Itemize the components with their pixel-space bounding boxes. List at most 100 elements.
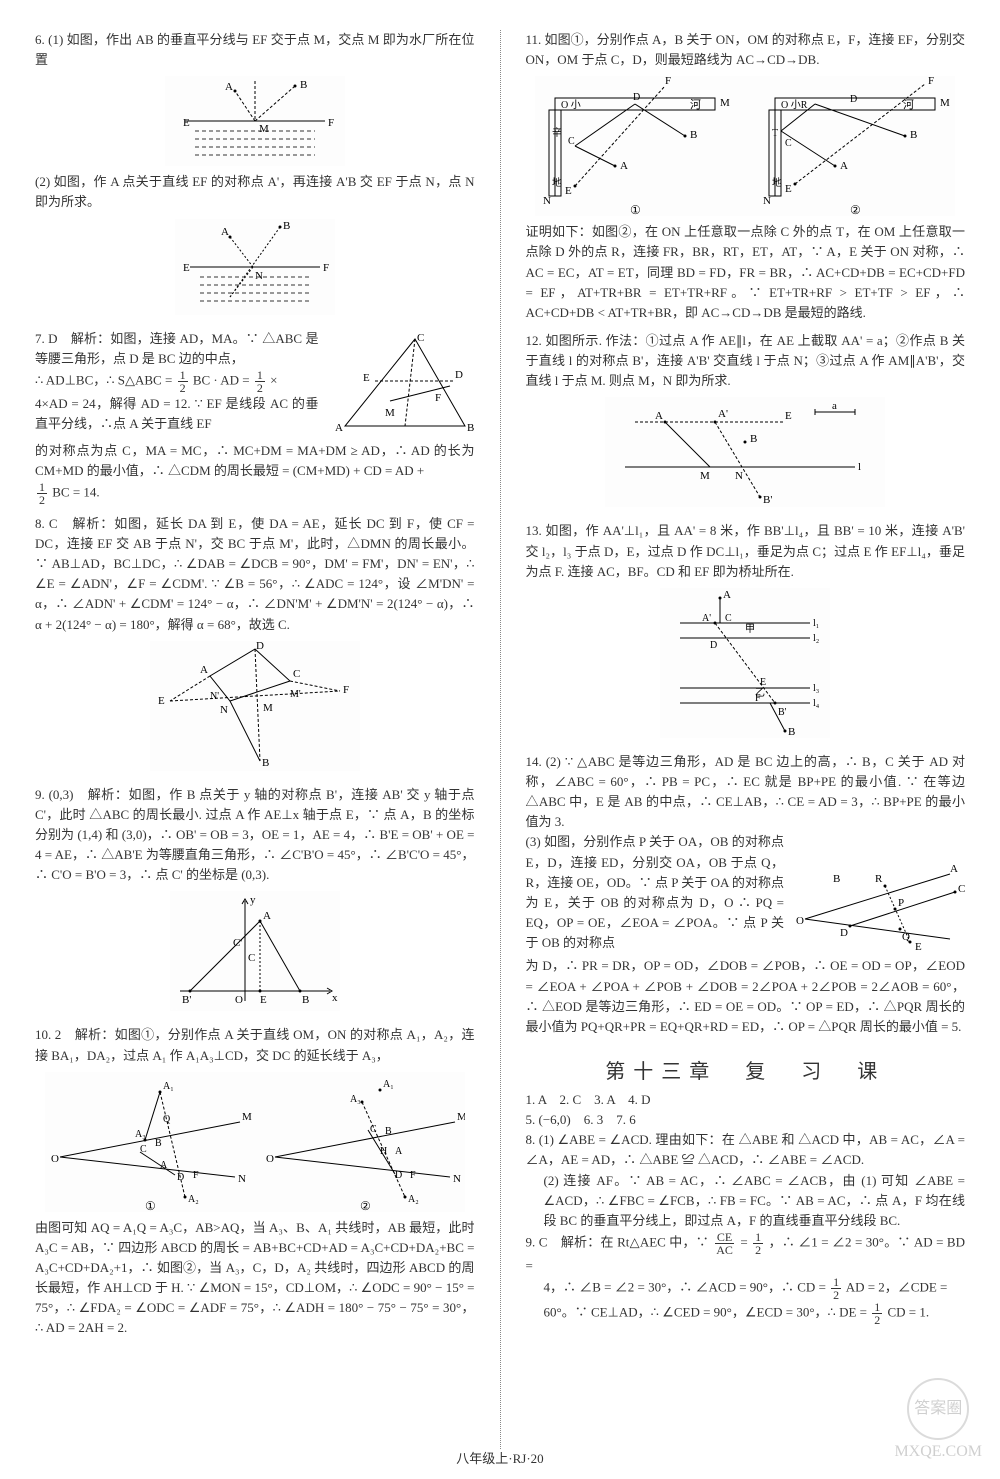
svg-text:N: N [238,1173,246,1185]
p9b-f: 60°。∵ CE⊥AD，∴ ∠CED = 90°，∠ECD = 30°，∴ DE… [544,1305,871,1320]
p9a: 9. (0,3) 解析：如图，作 B 点关于 y 轴的对称点 B'，连接 AB'… [35,785,475,886]
fig-13: l₁ l₂ l₃ l₄ A A' C 甲 B B' F E 乙 D [660,588,830,738]
fig-11: O 小河 M 辛 地 N A B E F [535,76,955,216]
fig-6-1: EF A B M [165,76,345,166]
svg-text:F: F [323,262,329,274]
svg-text:M': M' [290,689,301,700]
svg-text:B: B [302,994,309,1006]
svg-text:A': A' [702,613,711,624]
svg-text:Q: Q [163,1114,171,1125]
problem-10: 10. 2 解析：如图①，分别作点 A 关于直线 OM，ON 的对称点 A₁，A… [35,1025,475,1338]
svg-text:F: F [665,76,671,87]
p7f: 的对称点为点 C，MA = MC，∴ MC+DM = MA+DM ≥ AD，∴ … [35,441,475,481]
svg-text:E: E [260,994,267,1006]
svg-text:O: O [266,1153,274,1165]
svg-text:D: D [256,641,264,652]
page-footer: 八年级上·RJ·20 [0,1448,1000,1467]
svg-text:A: A [620,160,628,172]
p7b: ∴ AD⊥BC，∴ S△ABC = [35,372,176,387]
p9b-line1: 9. C 解析：在 Rt△AEC 中，∵ CEAC = 12 ，∴ ∠1 = ∠… [526,1231,966,1276]
svg-text:P: P [898,897,904,909]
svg-text:F: F [193,1170,199,1181]
svg-text:A: A [395,1146,403,1157]
fig-14: O AB P R Q E C D [790,834,965,954]
svg-text:O: O [796,915,804,927]
ans-line2: 5. (−6,0) 6. 3 7. 6 [526,1110,966,1130]
svg-text:甲: 甲 [745,624,755,635]
svg-text:D: D [395,1170,402,1181]
svg-text:地: 地 [772,176,782,189]
svg-text:M: M [700,470,710,482]
svg-text:A₃: A₃ [135,1129,146,1140]
frac-half-5: 12 [831,1276,841,1301]
p10b: 由图可知 AQ = A₁Q = A₃C，AB>AQ，当 A₃、B、A₁ 共线时，… [35,1218,475,1339]
problem-7: C AB ED MF 7. D 解析：如图，连接 AD，MA。∵ △ABC 是等… [35,329,475,506]
svg-text:l: l [858,461,861,473]
svg-text:M: M [259,123,269,135]
frac-half-3: 12 [37,481,47,506]
svg-text:F: F [328,117,334,129]
p10a: 10. 2 解析：如图①，分别作点 A 关于直线 OM，ON 的对称点 A₁，A… [35,1025,475,1065]
svg-text:E: E [785,410,792,422]
svg-text:乙: 乙 [755,687,765,699]
svg-text:D: D [840,927,848,939]
p8c: (2) 连接 AF。∵ AB = AC，∴ ∠ABC = ∠ACB，由 (1) … [526,1171,966,1231]
svg-text:C: C [140,1144,147,1155]
right-column: 11. 如图①，分别作点 A，B 关于 ON，OM 的对称点 E，F，连接 EF… [526,30,966,1449]
svg-text:C: C [370,1124,377,1135]
svg-text:l₂: l₂ [813,633,819,644]
svg-text:A: A [655,410,663,422]
svg-text:N: N [735,470,743,482]
svg-text:A: A [225,81,233,93]
svg-text:O: O [51,1153,59,1165]
svg-text:A: A [840,160,848,172]
svg-text:N': N' [210,691,219,702]
svg-text:D: D [633,92,640,103]
svg-text:B': B' [778,707,787,718]
frac-half-1: 12 [178,369,188,394]
frac-half-2: 12 [255,369,265,394]
p13a: 13. 如图，作 AA'⊥l₁，且 AA' = 8 米，作 BB'⊥l₄，且 B… [526,521,966,581]
svg-text:F: F [343,684,349,696]
svg-text:x: x [332,992,338,1004]
svg-text:C: C [293,668,300,680]
svg-text:M: M [457,1111,465,1123]
svg-text:N: N [763,195,771,207]
svg-text:l₁: l₁ [813,618,819,629]
page: 6. (1) 如图，作出 AB 的垂直平分线与 EF 交于点 M，交点 M 即为… [35,30,965,1449]
svg-text:A₂: A₂ [408,1194,419,1205]
fig10-label-2: ② [360,1199,371,1212]
p9b-d: 4，∴ ∠B = ∠2 = 30°，∴ ∠ACD = 90°，∴ CD = [544,1280,830,1295]
svg-text:C: C [248,952,255,964]
svg-text:B: B [467,422,474,434]
svg-text:A: A [723,589,731,601]
svg-text:N: N [220,704,228,716]
svg-text:B: B [283,220,290,232]
svg-text:B': B' [763,494,772,506]
svg-text:E: E [565,185,572,197]
problem-14: 14. (2) ∵ △ABC 是等边三角形，AD 是 BC 边上的高，∴ B，C… [526,752,966,1037]
fig-12: l A A' E B B' MN a [605,397,885,507]
section-title: 第十三章 复 习 课 [526,1055,966,1084]
p14c: 为 D，∴ PR = DR，OP = OD，∠DOB = ∠POB，∴ OE =… [526,956,966,1037]
p7c: BC · AD = [193,372,253,387]
svg-text:B': B' [182,994,191,1006]
svg-text:O 小: O 小 [561,99,581,111]
svg-text:A: A [950,863,958,875]
svg-text:M: M [385,407,395,419]
p8a: 8. C 解析：如图，延长 DA 到 E，使 DA = AE，延长 DC 到 F… [35,514,475,635]
svg-text:E: E [158,695,165,707]
svg-text:B: B [385,1126,392,1137]
frac-ce-ac: CEAC [714,1231,735,1256]
svg-text:O: O [235,994,243,1006]
left-column: 6. (1) 如图，作出 AB 的垂直平分线与 EF 交于点 M，交点 M 即为… [35,30,475,1449]
svg-text:B: B [910,129,917,141]
fig-6-2: EF A B N [175,219,335,315]
svg-text:B: B [788,726,795,738]
svg-text:M: M [720,97,730,109]
p9b-b: = [740,1234,751,1249]
svg-text:F: F [410,1170,416,1181]
watermark: 答案圈 MXQE.COM [894,1378,982,1461]
svg-text:A: A [263,910,271,922]
svg-text:A: A [335,422,343,434]
